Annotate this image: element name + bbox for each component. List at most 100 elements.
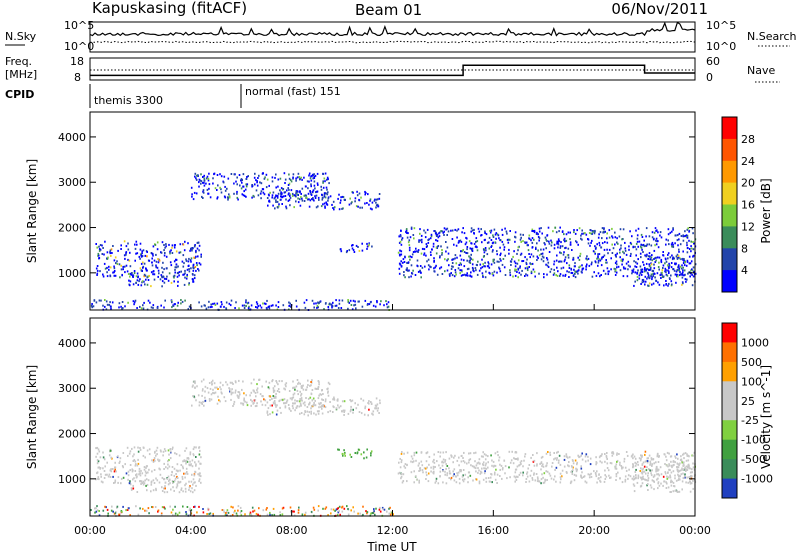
echo-cell [146, 465, 148, 468]
echo-cell [372, 413, 374, 416]
echo-cell [353, 304, 355, 307]
echo-cell [409, 258, 411, 261]
echo-cell [594, 247, 597, 250]
echo-cell [553, 247, 556, 250]
echo-cell [444, 473, 446, 476]
echo-cell [491, 464, 493, 467]
echo-cell [691, 269, 694, 272]
echo-cell [433, 458, 435, 461]
echo-cell [338, 448, 340, 451]
echo-cell [588, 232, 591, 234]
echo-cell [471, 250, 474, 252]
echo-cell [254, 399, 257, 402]
echo-cell [160, 514, 163, 516]
echo-cell [107, 512, 109, 515]
echo-cell [514, 458, 517, 460]
echo-cell [255, 306, 257, 308]
echo-cell [490, 246, 492, 248]
echo-cell [509, 230, 511, 232]
echo-cell [683, 457, 685, 460]
echo-cell [143, 466, 146, 468]
echo-cell [488, 266, 491, 269]
echo-cell [307, 192, 310, 195]
echo-cell [416, 259, 419, 262]
echo-cell [682, 269, 684, 272]
colorbar-tick-label: 25 [741, 395, 755, 408]
echo-cell [347, 299, 349, 301]
echo-cell [611, 243, 613, 246]
echo-cell [337, 307, 340, 309]
echo-cell [362, 399, 365, 402]
echo-cell [454, 257, 456, 260]
echo-cell [550, 477, 553, 480]
echo-cell [306, 410, 309, 413]
echo-cell [638, 457, 641, 460]
echo-cell [269, 404, 272, 407]
echo-cell [453, 243, 455, 246]
echo-cell [477, 471, 479, 474]
echo-cell [146, 483, 149, 486]
echo-cell [471, 266, 474, 269]
echo-cell [226, 187, 228, 190]
echo-cell [559, 463, 562, 466]
echo-cell [560, 241, 562, 244]
echo-cell [651, 236, 654, 239]
echo-cell [430, 466, 432, 469]
echo-cell [536, 476, 539, 479]
echo-cell [186, 457, 189, 460]
echo-cell [622, 275, 625, 278]
echo-cell [184, 449, 186, 452]
echo-cell [555, 259, 558, 262]
echo-cell [247, 301, 250, 304]
echo-cell [175, 453, 178, 456]
echo-cell [476, 273, 479, 276]
echo-cell [527, 249, 530, 252]
echo-cell [209, 306, 212, 309]
echo-cell [148, 259, 151, 262]
echo-cell [294, 402, 296, 405]
echo-cell [175, 250, 178, 253]
echo-cell [534, 479, 537, 482]
echo-cell [418, 239, 420, 242]
echo-cell [334, 509, 336, 512]
echo-cell [118, 306, 120, 309]
echo-cell [440, 266, 443, 269]
echo-cell [436, 273, 439, 276]
echo-cell [241, 193, 244, 196]
echo-cell [511, 258, 513, 261]
echo-cell [486, 241, 489, 244]
echo-cell [197, 473, 199, 476]
echo-cell [338, 193, 340, 196]
echo-cell [93, 299, 96, 302]
echo-cell [414, 274, 417, 276]
echo-cell [145, 278, 147, 281]
echo-cell [248, 305, 250, 308]
echo-cell [343, 449, 345, 452]
echo-cell [179, 243, 182, 246]
echo-cell [310, 194, 313, 196]
x-tick-label: 00:00 [74, 524, 106, 537]
echo-cell [577, 272, 579, 275]
echo-cell [142, 307, 145, 310]
echo-cell [192, 280, 194, 283]
echo-cell [442, 470, 444, 473]
echo-cell [216, 189, 218, 191]
echo-cell [693, 270, 695, 273]
echo-cell [98, 249, 101, 252]
echo-cell [666, 482, 668, 485]
echo-cell [182, 505, 184, 508]
echo-cell [462, 457, 464, 459]
echo-cell [652, 458, 654, 461]
echo-cell [278, 203, 280, 206]
time-axis-label: Time UT [366, 540, 417, 554]
echo-cell [376, 403, 379, 406]
echo-cell [519, 461, 522, 464]
echo-cell [233, 182, 235, 185]
echo-cell [275, 201, 277, 203]
echo-cell [192, 478, 195, 481]
echo-cell [284, 383, 287, 386]
echo-cell [210, 393, 213, 396]
echo-cell [120, 305, 122, 308]
echo-cell [324, 406, 327, 409]
